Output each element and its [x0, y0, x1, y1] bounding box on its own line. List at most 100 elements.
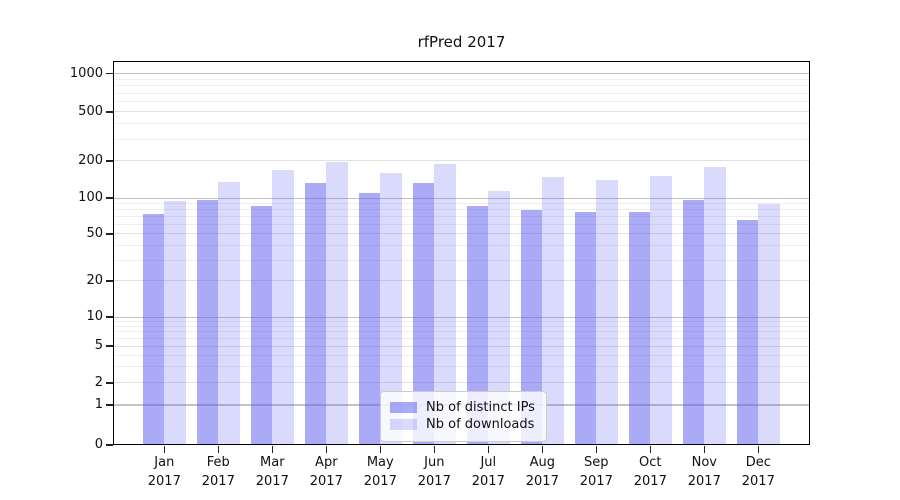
- y-tick-mark: [106, 233, 113, 235]
- bar-distinct-ips: [250, 205, 273, 445]
- bar-downloads: [542, 177, 564, 445]
- grid-line: [113, 337, 810, 339]
- grid-line: [113, 197, 810, 199]
- y-tick-label: 500: [78, 103, 103, 119]
- bar-downloads: [164, 200, 186, 445]
- bar-downloads: [704, 166, 726, 445]
- grid-line: [113, 209, 810, 211]
- x-tick-mark: [271, 446, 273, 453]
- y-tick-mark: [106, 316, 113, 318]
- grid-line: [113, 101, 810, 103]
- legend-row-downloads: Nb of downloads: [390, 417, 535, 432]
- bar-distinct-ips: [304, 182, 327, 445]
- x-tick-mark: [379, 446, 381, 453]
- x-tick-mark: [703, 446, 705, 453]
- bar-downloads: [272, 169, 294, 445]
- grid-line: [113, 224, 810, 226]
- bar-distinct-ips: [682, 200, 705, 445]
- y-tick-mark: [106, 72, 113, 75]
- y-tick-label: 2: [94, 374, 103, 390]
- y-tick-label: 10: [86, 309, 103, 324]
- x-tick-mark: [541, 446, 543, 453]
- x-tick-label: Apr 2017: [309, 455, 343, 489]
- bar-downloads: [488, 191, 510, 445]
- y-tick-mark: [106, 444, 113, 446]
- bar-distinct-ips: [736, 220, 759, 445]
- grid-line: [113, 233, 810, 235]
- chart-title: rfPred 2017: [417, 33, 506, 51]
- x-tick-label: Sep 2017: [579, 455, 613, 489]
- legend-swatch-distinct-ips: [390, 402, 417, 413]
- x-tick-label: Dec 2017: [741, 455, 775, 489]
- x-tick-mark: [433, 446, 435, 453]
- x-tick-label: Aug 2017: [525, 455, 559, 489]
- x-tick-label: Feb 2017: [201, 455, 235, 489]
- x-tick-mark: [217, 446, 219, 453]
- y-tick-label: 1: [94, 396, 103, 412]
- grid-line: [113, 320, 810, 322]
- grid-line: [113, 78, 810, 80]
- x-tick-label: May 2017: [363, 455, 397, 489]
- grid-line: [113, 202, 810, 204]
- bar-distinct-ips: [196, 200, 219, 445]
- grid-line: [113, 73, 810, 75]
- legend-row-distinct-ips: Nb of distinct IPs: [390, 400, 535, 415]
- bar-downloads: [758, 204, 780, 445]
- bar-downloads: [434, 163, 456, 445]
- bar-distinct-ips: [574, 211, 597, 445]
- x-tick-mark: [757, 446, 759, 453]
- bar-downloads: [326, 162, 348, 445]
- y-tick-label: 1000: [69, 65, 103, 81]
- bar-distinct-ips: [466, 205, 489, 445]
- grid-line: [113, 345, 810, 347]
- x-tick-mark: [595, 446, 597, 453]
- x-tick-mark: [487, 446, 489, 453]
- y-tick-mark: [106, 197, 113, 199]
- bar-distinct-ips: [358, 192, 381, 445]
- y-tick-mark: [106, 160, 113, 162]
- bar-distinct-ips: [520, 209, 543, 445]
- y-tick-mark: [106, 404, 113, 406]
- grid-line: [113, 366, 810, 368]
- y-tick-mark: [106, 280, 113, 282]
- legend: Nb of distinct IPs Nb of downloads: [380, 391, 547, 442]
- y-tick-label: 50: [86, 225, 103, 241]
- x-tick-label: Jun 2017: [417, 455, 451, 489]
- grid-line: [113, 160, 810, 162]
- bar-downloads: [380, 172, 402, 445]
- bar-downloads: [650, 175, 672, 445]
- y-tick-label: 5: [94, 338, 103, 353]
- y-tick-label: 0: [94, 437, 103, 452]
- grid-line: [113, 138, 810, 140]
- grid-line: [113, 331, 810, 333]
- legend-label-distinct-ips: Nb of distinct IPs: [426, 400, 535, 415]
- grid-line: [113, 111, 810, 113]
- grid-line: [113, 280, 810, 282]
- plot-area: [113, 61, 810, 445]
- x-tick-label: Jul 2017: [471, 455, 505, 489]
- x-tick-mark: [163, 446, 165, 453]
- y-tick-mark: [106, 382, 113, 384]
- y-tick-mark: [106, 111, 113, 113]
- grid-line: [113, 354, 810, 356]
- y-tick-label: 20: [86, 272, 103, 288]
- grid-line: [113, 259, 810, 261]
- x-tick-label: Oct 2017: [633, 455, 667, 489]
- bar-downloads: [218, 182, 240, 445]
- grid-line: [113, 382, 810, 384]
- x-tick-label: Mar 2017: [255, 455, 289, 489]
- grid-line: [113, 216, 810, 218]
- bar-distinct-ips: [412, 183, 435, 445]
- legend-swatch-downloads: [390, 419, 417, 430]
- bar-distinct-ips: [142, 214, 165, 445]
- y-tick-label: 100: [78, 190, 103, 205]
- grid-line: [113, 92, 810, 94]
- x-tick-mark: [649, 446, 651, 453]
- grid-line: [113, 316, 810, 318]
- grid-line: [113, 244, 810, 246]
- bar-distinct-ips: [628, 212, 651, 445]
- y-tick-mark: [106, 345, 113, 347]
- grid-line: [113, 85, 810, 87]
- bar-downloads: [596, 180, 618, 445]
